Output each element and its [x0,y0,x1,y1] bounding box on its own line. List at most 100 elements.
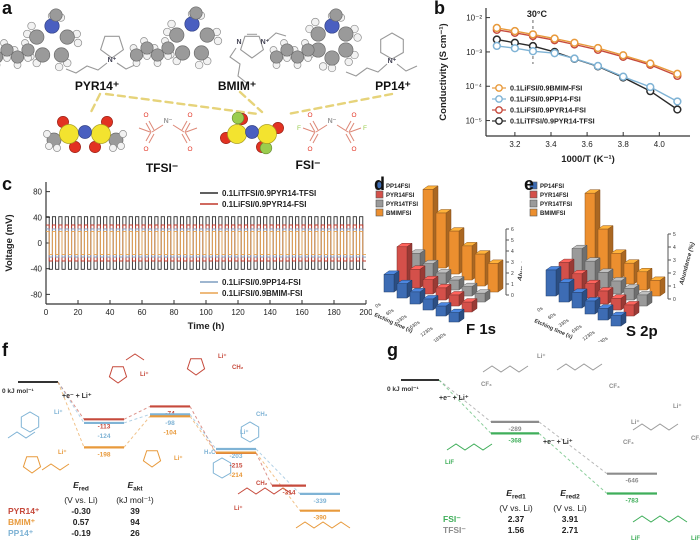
svg-text:0s: 0s [536,305,544,313]
svg-text:0: 0 [44,308,49,317]
svg-text:-368: -368 [508,437,521,444]
svg-text:-104: -104 [163,429,176,436]
svg-text:+e⁻ + Li⁺: +e⁻ + Li⁺ [439,395,469,402]
cation-reduction-table: Ered Eakt (V vs. Li) (kJ mol⁻¹) PYR14⁺ -… [8,480,162,539]
svg-text:Li⁺: Li⁺ [631,419,640,426]
svg-text:Li⁺: Li⁺ [673,403,682,410]
svg-text:O: O [351,112,356,119]
svg-text:N⁺: N⁺ [388,58,397,65]
panel-label-f: f [2,340,8,360]
svg-text:Li⁺: Li⁺ [140,371,149,378]
svg-text:Li⁺: Li⁺ [537,353,546,360]
svg-text:CF₃: CF₃ [609,384,620,390]
svg-text:-113: -113 [98,423,111,430]
svg-text:-646: -646 [625,478,638,485]
svg-text:PYR14TFSI: PYR14TFSI [386,202,418,208]
svg-text:LiF: LiF [691,536,700,542]
svg-text:BMIMFSI: BMIMFSI [540,211,566,217]
svg-text:Li⁺: Li⁺ [58,449,67,456]
svg-text:4: 4 [673,245,676,251]
svg-text:330s: 330s [558,317,571,328]
svg-text:10⁻³: 10⁻³ [466,48,482,57]
svg-text:3.6: 3.6 [582,140,594,149]
svg-text:O: O [307,146,312,153]
svg-text:-289: -289 [508,426,521,433]
svg-text:-40: -40 [30,265,42,274]
svg-text:80: 80 [33,188,42,197]
svg-text:O: O [307,112,312,119]
col-header-ered1: Ered1 [506,488,526,501]
svg-text:1000/T (K⁻¹): 1000/T (K⁻¹) [561,154,615,165]
svg-text:2: 2 [673,271,676,277]
svg-text:5: 5 [673,232,676,238]
svg-text:-314: -314 [282,490,295,497]
svg-text:60s: 60s [547,311,557,321]
svg-text:N⁻: N⁻ [164,118,173,125]
svg-text:10⁻⁴: 10⁻⁴ [465,82,482,91]
svg-text:Li⁺: Li⁺ [218,353,227,360]
svg-text:0s: 0s [374,301,382,309]
svg-text:160: 160 [295,308,309,317]
svg-text:O: O [351,146,356,153]
svg-text:+e⁻ + Li⁺: +e⁻ + Li⁺ [543,439,573,446]
svg-text:1830s: 1830s [595,335,610,342]
svg-text:0.1LiFSI/0.9BMIM-FSI: 0.1LiFSI/0.9BMIM-FSI [222,289,302,298]
svg-text:LiF: LiF [631,536,640,542]
svg-text:140: 140 [263,308,277,317]
svg-text:0 kJ mol⁻¹: 0 kJ mol⁻¹ [387,386,419,393]
svg-text:0.1LiTFSI/0.9PYR14-TFSI: 0.1LiTFSI/0.9PYR14-TFSI [510,117,595,126]
svg-text:Etching time (s): Etching time (s) [373,312,413,334]
panel-g-anion-energy-diagram: g 0 kJ mol⁻¹ -289 -368 -646 -783 +e⁻ + Li⁺ +e⁻… [385,340,700,546]
svg-text:-124: -124 [97,433,110,440]
panel-label-e: e [524,174,535,194]
svg-text:0: 0 [511,293,514,299]
svg-text:30°C: 30°C [527,9,548,19]
svg-text:F: F [363,125,367,132]
svg-text:200: 200 [359,308,372,317]
panel-a-molecular-structures: a N⁺ PYR14⁺ N N⁺ BMIM⁺ N⁺ PP14⁺ N⁻ O O O O TFSI⁻ N⁻ O O… [0,0,432,176]
svg-text:5: 5 [511,238,514,244]
svg-text:3.2: 3.2 [509,140,521,149]
table-row: PP14⁺ -0.19 26 [8,527,140,538]
svg-text:-390: -390 [313,515,326,522]
table-unit-row: (V vs. Li) (kJ mol⁻¹) [64,494,154,505]
svg-text:1: 1 [673,284,676,290]
svg-text:Conductivity (S cm⁻¹): Conductivity (S cm⁻¹) [438,23,449,120]
svg-text:H₃C: H₃C [204,450,216,456]
svg-text:O: O [187,146,192,153]
molecular-structures-graphic: N⁺PYR14⁺N N⁺BMIM⁺N⁺PP14⁺N⁻OOOOTFSI⁻N⁻OOFO… [0,6,418,175]
svg-text:0.1LiFSI/0.9PP14-FSI: 0.1LiFSI/0.9PP14-FSI [222,278,301,287]
svg-text:N: N [236,39,241,46]
svg-text:-783: -783 [625,498,638,505]
svg-text:CF₃: CF₃ [481,382,492,388]
svg-text:1230s: 1230s [582,329,597,342]
svg-text:3.8: 3.8 [618,140,630,149]
svg-text:PYR14TFSI: PYR14TFSI [540,202,572,208]
svg-text:CH₂: CH₂ [232,365,244,371]
col-header-ered: Ered [73,480,89,493]
svg-text:Abundance (%): Abundance (%) [679,242,696,287]
table-row: BMIM⁺ 0.57 94 [8,516,140,527]
col-header-ered2: Ered2 [560,488,580,501]
svg-text:4.0: 4.0 [654,140,666,149]
panel-label-g: g [387,340,398,360]
panel-f-cation-energy-diagram: f 0 kJ mol⁻¹-113-124-198-74-98-104-203-2… [0,340,385,546]
svg-text:0: 0 [38,239,43,248]
svg-text:0.1LiTFSI/0.9PYR14-TFSI: 0.1LiTFSI/0.9PYR14-TFSI [222,189,316,198]
svg-text:+e⁻ + Li⁺: +e⁻ + Li⁺ [62,393,92,400]
svg-text:6: 6 [511,227,514,233]
svg-text:180: 180 [327,308,341,317]
svg-text:BMIM⁺: BMIM⁺ [218,79,256,93]
svg-text:PP14⁺: PP14⁺ [375,79,411,93]
table-unit-row: (V vs. Li) (V vs. Li) [499,502,587,513]
cation-reduction-energy-diagram: 0 kJ mol⁻¹-113-124-198-74-98-104-203-215… [2,353,351,529]
svg-text:0: 0 [673,297,676,303]
table-row: PYR14⁺ -0.30 39 [8,505,140,516]
svg-text:330s: 330s [396,313,409,324]
svg-text:0 kJ mol⁻¹: 0 kJ mol⁻¹ [2,388,34,395]
panel-b-conductivity-chart: b 10⁻² 10⁻³ 10⁻⁴ 10⁻⁵ 3.2 3.4 3.6 3.8 4.0 Conduct… [432,0,700,176]
panel-label-b: b [434,0,445,18]
